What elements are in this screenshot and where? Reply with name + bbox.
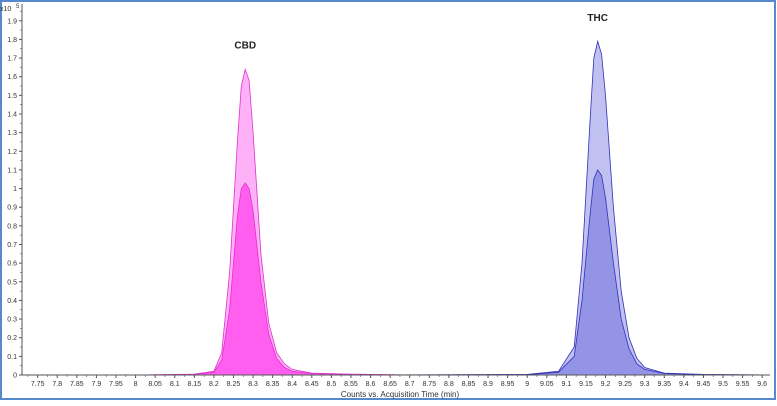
x-tick-label: 8 <box>134 381 138 388</box>
y-tick-label: 0.9 <box>7 205 17 212</box>
x-tick-label: 9.6 <box>757 381 767 388</box>
y-tick-label: 0.2 <box>7 335 17 342</box>
x-tick-label: 7.85 <box>70 381 84 388</box>
x-tick-label: 8.3 <box>248 381 258 388</box>
y-tick-label: 1.2 <box>7 149 17 156</box>
x-tick-label: 9 <box>525 381 529 388</box>
y-tick-label: 1.8 <box>7 37 17 44</box>
y-tick-label: 1.3 <box>7 130 17 137</box>
x-tick-label: 8.85 <box>462 381 476 388</box>
x-tick-label: 8.4 <box>287 381 297 388</box>
y-multiplier-label: x10 <box>0 6 11 13</box>
x-tick-label: 8.75 <box>422 381 436 388</box>
x-tick-label: 9.5 <box>718 381 728 388</box>
x-tick-label: 7.75 <box>31 381 45 388</box>
x-tick-label: 8.35 <box>266 381 280 388</box>
x-tick-label: 8.5 <box>327 381 337 388</box>
y-tick-label: 0 <box>13 373 17 380</box>
y-tick-label: 0.8 <box>7 223 17 230</box>
y-tick-label: 0.1 <box>7 354 17 361</box>
x-tick-label: 8.95 <box>501 381 515 388</box>
series-area-4 <box>370 169 771 376</box>
y-tick-label: 1.6 <box>7 74 17 81</box>
peak-label-cbd: CBD <box>234 41 256 52</box>
y-tick-label: 0.5 <box>7 279 17 286</box>
x-tick-label: 8.8 <box>444 381 454 388</box>
x-tick-label: 8.25 <box>227 381 241 388</box>
y-tick-label: 1.9 <box>7 18 17 25</box>
y-tick-label: 1.7 <box>7 56 17 63</box>
x-tick-label: 7.95 <box>109 381 123 388</box>
x-tick-label: 9.3 <box>640 381 650 388</box>
series-area-2 <box>22 182 410 376</box>
x-tick-label: 9.05 <box>540 381 554 388</box>
peak-label-thc: THC <box>587 13 608 24</box>
y-tick-label: 1 <box>13 186 17 193</box>
x-tick-label: 8.9 <box>483 381 493 388</box>
x-tick-label: 8.55 <box>344 381 358 388</box>
x-tick-label: 9.25 <box>618 381 632 388</box>
x-tick-label: 9.45 <box>697 381 711 388</box>
x-tick-label: 9.35 <box>657 381 671 388</box>
x-tick-label: 9.55 <box>736 381 750 388</box>
y-tick-label: 0.4 <box>7 298 17 305</box>
y-tick-label: 1.4 <box>7 111 17 118</box>
x-tick-label: 8.15 <box>188 381 202 388</box>
x-tick-label: 7.9 <box>92 381 102 388</box>
x-tick-label: 8.65 <box>383 381 397 388</box>
x-tick-label: 9.4 <box>679 381 689 388</box>
series-area-1 <box>22 67 410 376</box>
x-tick-label: 8.6 <box>366 381 376 388</box>
x-tick-label: 9.2 <box>601 381 611 388</box>
label-layer: x10 5 Counts vs. Acquisition Time (min) … <box>0 4 608 399</box>
series-layer <box>22 39 771 376</box>
y-tick-label: 1.5 <box>7 93 17 100</box>
y-tick-label: 0.6 <box>7 261 17 268</box>
y-tick-label: 0.7 <box>7 242 17 249</box>
x-axis-title: Counts vs. Acquisition Time (min) <box>341 390 460 399</box>
axis-layer: 0 0.1 0.2 0.3 0.4 0.5 0.6 0.7 0.8 0.9 1 1.1 1.2 1.3 1.… <box>7 4 770 388</box>
x-tick-label: 9.1 <box>561 381 571 388</box>
y-multiplier-exponent: 5 <box>16 4 20 10</box>
y-tick-label: 0.3 <box>7 317 17 324</box>
x-tick-label: 7.8 <box>52 381 62 388</box>
x-tick-label: 8.45 <box>305 381 319 388</box>
x-tick-label: 8.2 <box>209 381 219 388</box>
x-tick-label: 8.05 <box>148 381 162 388</box>
x-tick-label: 9.15 <box>579 381 593 388</box>
y-tick-label: 1.1 <box>7 167 17 174</box>
x-tick-label: 8.7 <box>405 381 415 388</box>
x-tick-label: 8.1 <box>170 381 180 388</box>
